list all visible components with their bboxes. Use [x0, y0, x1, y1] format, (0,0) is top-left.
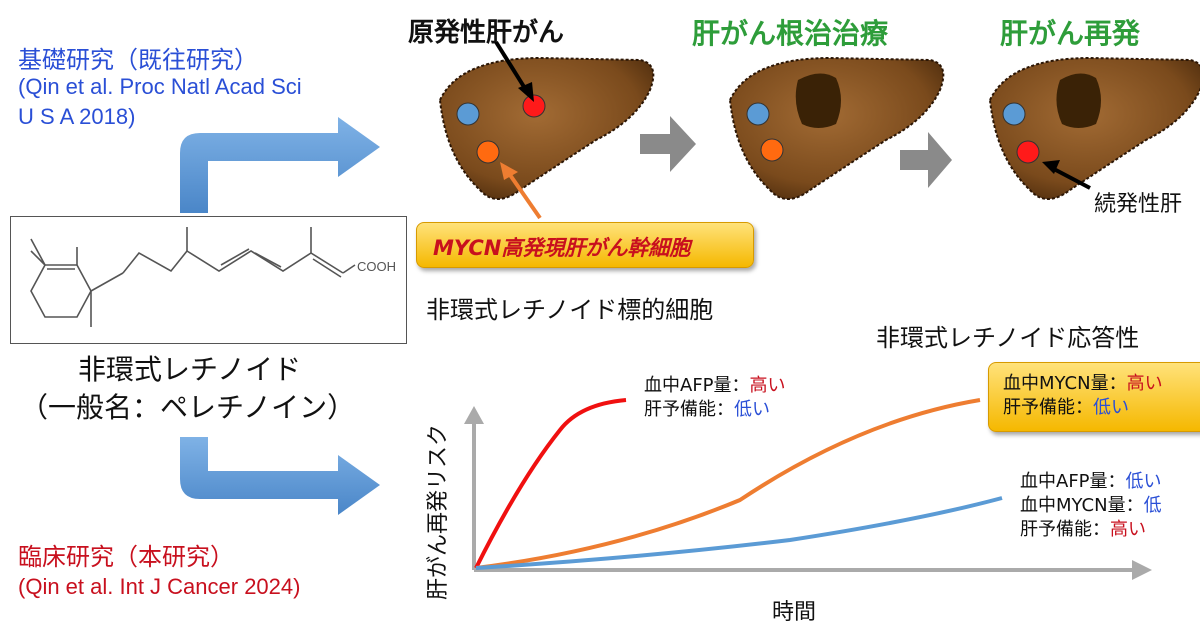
- arrow-down-right-icon: [180, 437, 380, 515]
- stem-cell-callout: MYCN高発現肝がん幹細胞: [416, 222, 754, 268]
- blue-afp-value: 低い: [1125, 471, 1162, 492]
- risk-graph: [464, 398, 1152, 580]
- red-afp-value: 高い: [749, 375, 786, 396]
- curve-blue: [475, 496, 1003, 570]
- orange-mycn-value: 高い: [1126, 373, 1163, 394]
- compound-name: 非環式レチノイド: [78, 353, 302, 386]
- red-liver-value: 低い: [734, 399, 770, 420]
- stage2-title: 肝がん根治治療: [692, 17, 889, 50]
- basic-research-ref-1: (Qin et al. Proc Natl Acad Sci: [18, 74, 302, 99]
- curve-orange: [475, 398, 981, 570]
- target-cells-label: 非環式レチノイド標的細胞: [426, 296, 714, 324]
- orange-mycn-label: 血中MYCN量：: [1003, 373, 1127, 394]
- liver-stages-illustration: [438, 40, 1200, 220]
- liver-2-icon: [728, 56, 945, 200]
- arrow-up-right-icon: [180, 117, 380, 213]
- basic-research-ref-2: U S A 2018): [18, 104, 136, 129]
- blue-annotation: 血中AFP量：低い 血中MYCN量：低 肝予備能：高い: [1020, 470, 1162, 542]
- clinical-research-title: 臨床研究（本研究）: [18, 543, 234, 571]
- arrow-right-icon-1: [640, 116, 696, 172]
- orange-liver-value: 低い: [1093, 397, 1129, 418]
- red-annotation: 血中AFP量：高い 肝予備能：低い: [644, 374, 786, 422]
- orange-liver-label: 肝予備能：: [1003, 397, 1093, 418]
- blue-afp-label: 血中AFP量：: [1020, 471, 1126, 492]
- red-liver-label: 肝予備能：: [644, 399, 734, 420]
- x-axis-label: 時間: [772, 600, 817, 625]
- blue-mycn-label: 血中MYCN量：: [1020, 495, 1144, 516]
- stage3-title: 肝がん再発: [1000, 17, 1141, 50]
- cooh-label: COOH: [357, 259, 396, 274]
- compound-generic-name: （一般名：ペレチノイン）: [20, 391, 356, 424]
- orange-annotation: 血中MYCN量：高い 肝予備能：低い: [1003, 372, 1163, 420]
- molecule-structure: COOH: [10, 216, 407, 344]
- liver-3-icon: [988, 56, 1200, 200]
- red-afp-label: 血中AFP量：: [644, 375, 750, 396]
- blue-mycn-value: 低: [1143, 495, 1162, 516]
- stage3-caption: 続発性肝: [1094, 192, 1183, 217]
- basic-research-title: 基礎研究（既往研究）: [18, 46, 258, 74]
- arrow-right-icon-2: [900, 132, 952, 188]
- blue-liver-value: 高い: [1110, 519, 1146, 540]
- liver-1-icon: [438, 56, 655, 200]
- orange-annotation-callout: 血中MYCN量：高い 肝予備能：低い: [988, 362, 1200, 432]
- response-title: 非環式レチノイド応答性: [876, 324, 1140, 352]
- stem-cell-callout-text: MYCN高発現肝がん幹細胞: [433, 236, 691, 260]
- blue-liver-label: 肝予備能：: [1020, 519, 1110, 540]
- stage1-title: 原発性肝がん: [408, 18, 565, 48]
- curve-red: [474, 398, 627, 569]
- clinical-research-ref: (Qin et al. Int J Cancer 2024): [18, 574, 301, 599]
- retinoid-structure-icon: COOH: [30, 227, 396, 327]
